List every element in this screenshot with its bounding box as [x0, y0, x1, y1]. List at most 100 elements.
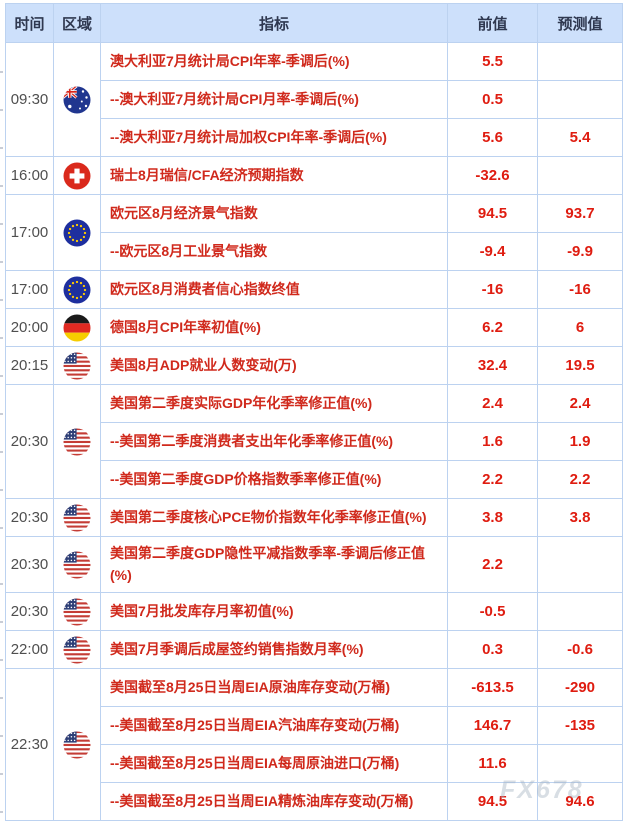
time-cell: 20:15: [5, 346, 54, 385]
indicator-cell: 美国7月季调后成屋签约销售指数月率(%): [100, 630, 448, 670]
usa-flag-icon: [63, 551, 91, 579]
previous-value-cell: -32.6: [447, 156, 538, 195]
previous-value-cell: -9.4: [447, 232, 538, 271]
forecast-value-cell: [537, 80, 623, 119]
indicator-cell: --美国截至8月25日当周EIA汽油库存变动(万桶): [100, 706, 448, 746]
forecast-value-cell: -0.6: [537, 630, 623, 670]
forecast-value-cell: [537, 592, 623, 632]
indicator-cell: 美国第二季度实际GDP年化季率修正值(%): [100, 384, 448, 423]
previous-value-cell: 2.4: [447, 384, 538, 423]
indicator-cell: --澳大利亚7月统计局加权CPI年率-季调后(%): [100, 118, 448, 157]
previous-value-cell: 94.5: [447, 782, 538, 822]
previous-value-cell: 3.8: [447, 498, 538, 537]
left-edge-artifact: [0, 260, 3, 263]
indicator-cell: 德国8月CPI年率初值(%): [100, 308, 448, 347]
indicator-cell: 瑞士8月瑞信/CFA经济预期指数: [100, 156, 448, 195]
time-cell: 20:30: [5, 592, 54, 632]
region-cell: [53, 668, 101, 822]
usa-flag-icon: [63, 636, 91, 664]
calendar-row: 20:30 美国第二季度GDP隐性平减指数季率-季调后修正值(%) 2.2: [5, 535, 623, 594]
left-edge-artifact: [0, 184, 3, 187]
col-header-previous: 前值: [447, 3, 538, 43]
forecast-value-cell: [537, 42, 623, 81]
usa-flag-icon: [63, 352, 91, 379]
col-header-indicator: 指标: [100, 3, 448, 43]
eu-flag-icon: [63, 219, 91, 246]
indicator-cell: --美国截至8月25日当周EIA每周原油进口(万桶): [100, 744, 448, 784]
calendar-row: 17:00 欧元区8月经济景气指数 94.5 93.7: [5, 194, 623, 271]
forecast-value-cell: 6: [537, 308, 623, 347]
usa-flag-icon: [63, 731, 91, 759]
region-cell: [53, 498, 101, 537]
left-edge-artifact: [0, 222, 3, 225]
previous-value-cell: 2.2: [447, 535, 538, 594]
indicator-cell: 美国第二季度核心PCE物价指数年化季率修正值(%): [100, 498, 448, 537]
forecast-value-cell: [537, 535, 623, 594]
left-edge-artifact: [0, 526, 3, 529]
left-edge-artifact: [0, 298, 3, 301]
region-cell: [53, 535, 101, 594]
left-edge-artifact: [0, 450, 3, 453]
previous-value-cell: 32.4: [447, 346, 538, 385]
col-header-region: 区域: [53, 3, 101, 43]
forecast-value-cell: -9.9: [537, 232, 623, 271]
calendar-row: 17:00 欧元区8月消费者信心指数终值 -16 -16: [5, 270, 623, 309]
forecast-value-cell: -290: [537, 668, 623, 708]
left-edge-artifact: [0, 658, 3, 661]
indicator-cell: 美国截至8月25日当周EIA原油库存变动(万桶): [100, 668, 448, 708]
calendar-row: 20:00 德国8月CPI年率初值(%) 6.2 6: [5, 308, 623, 347]
region-cell: [53, 630, 101, 670]
calendar-row: 09:30 澳大利亚7月统计局CPI年率-季调后(%) 5.5: [5, 42, 623, 157]
economic-calendar-table: 时间 区域 指标 前值 预测值 09:30 澳大利亚7月统计局CPI年率-季调后…: [5, 3, 623, 822]
usa-flag-icon: [63, 598, 91, 626]
previous-value-cell: 5.6: [447, 118, 538, 157]
region-cell: [53, 270, 101, 309]
indicator-cell: 澳大利亚7月统计局CPI年率-季调后(%): [100, 42, 448, 81]
col-header-time: 时间: [5, 3, 54, 43]
time-cell: 22:00: [5, 630, 54, 670]
left-edge-artifact: [0, 374, 3, 377]
left-edge-artifact: [0, 696, 3, 699]
calendar-row: --美国截至8月25日当周EIA每周原油进口(万桶) 11.6: [6, 744, 623, 784]
left-edge-artifact: [0, 108, 3, 111]
previous-value-cell: 1.6: [447, 422, 538, 461]
forecast-value-cell: 19.5: [537, 346, 623, 385]
forecast-value-cell: -16: [537, 270, 623, 309]
time-cell: 17:00: [5, 194, 54, 271]
previous-value-cell: 146.7: [447, 706, 538, 746]
table-header-row: 时间 区域 指标 前值 预测值: [5, 3, 623, 43]
left-edge-artifact: [0, 412, 3, 415]
indicator-cell: 欧元区8月消费者信心指数终值: [100, 270, 448, 309]
left-edge-artifact: [0, 810, 3, 813]
indicator-cell: 美国第二季度GDP隐性平减指数季率-季调后修正值(%): [100, 535, 448, 594]
left-edge-artifact: [0, 620, 3, 623]
calendar-row: --美国第二季度GDP价格指数季率修正值(%) 2.2 2.2: [6, 460, 623, 499]
calendar-row: 22:30 美国截至8月25日当周EIA原油库存变动(万桶) -613.5 -290: [5, 668, 623, 822]
left-edge-artifact: [0, 582, 3, 585]
region-cell: [53, 156, 101, 195]
left-edge-artifact: [0, 70, 3, 73]
region-cell: [53, 592, 101, 632]
indicator-cell: --澳大利亚7月统计局CPI月率-季调后(%): [100, 80, 448, 119]
left-edge-artifact: [0, 146, 3, 149]
usa-flag-icon: [63, 504, 91, 531]
left-edge-artifact: [0, 488, 3, 491]
previous-value-cell: -16: [447, 270, 538, 309]
forecast-value-cell: 93.7: [537, 194, 623, 233]
calendar-row: --美国第二季度消费者支出年化季率修正值(%) 1.6 1.9: [6, 422, 623, 461]
forecast-value-cell: [537, 744, 623, 784]
left-edge-artifact: [0, 772, 3, 775]
previous-value-cell: 5.5: [447, 42, 538, 81]
indicator-cell: 美国8月ADP就业人数变动(万): [100, 346, 448, 385]
region-cell: [53, 308, 101, 347]
time-cell: 17:00: [5, 270, 54, 309]
eu-flag-icon: [63, 276, 91, 303]
previous-value-cell: -0.5: [447, 592, 538, 632]
previous-value-cell: 11.6: [447, 744, 538, 784]
region-cell: [53, 346, 101, 385]
calendar-row: --欧元区8月工业景气指数 -9.4 -9.9: [6, 232, 623, 271]
calendar-row: 16:00 瑞士8月瑞信/CFA经济预期指数 -32.6: [5, 156, 623, 195]
previous-value-cell: 2.2: [447, 460, 538, 499]
time-cell: 20:00: [5, 308, 54, 347]
region-cell: [53, 42, 101, 157]
